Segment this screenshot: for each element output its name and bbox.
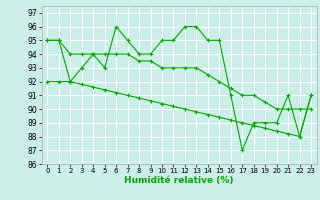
- X-axis label: Humidité relative (%): Humidité relative (%): [124, 176, 234, 185]
